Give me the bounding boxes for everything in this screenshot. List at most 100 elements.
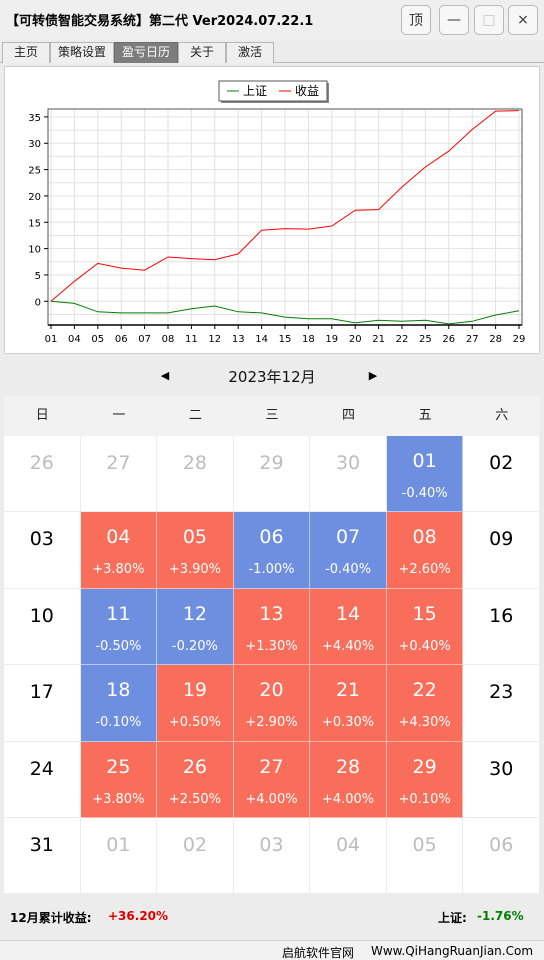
calendar-day-cell[interactable]: 21 +0.30% <box>310 665 387 742</box>
calendar-day-number: 02 <box>489 452 514 474</box>
calendar-day-cell[interactable]: 10 <box>4 588 81 666</box>
calendar-day-cell[interactable]: 17 <box>4 665 81 742</box>
weekday-label: 日 <box>35 408 49 423</box>
calendar-day-number: 03 <box>259 834 284 856</box>
x-tick-label: 01 <box>45 334 58 345</box>
month-navigator: ◀ 2023年12月 ▶ <box>0 358 544 394</box>
calendar-day-cell[interactable]: 31 <box>4 818 81 895</box>
calendar-day-cell[interactable]: 30 <box>463 741 540 818</box>
calendar-day-cell[interactable]: 18 -0.10% <box>80 665 158 742</box>
calendar-day-cell[interactable]: 07 -0.40% <box>310 512 387 589</box>
tab-about[interactable]: 关于 <box>178 42 226 63</box>
calendar-day-cell[interactable]: 11 -0.50% <box>80 588 158 666</box>
pin-top-button[interactable]: 顶 <box>401 5 431 35</box>
calendar-day-cell[interactable]: 26 <box>4 436 81 513</box>
month-return-label: 12月累计收益: <box>10 911 92 925</box>
calendar-day-cell[interactable]: 04 <box>310 818 387 895</box>
prev-month-button[interactable]: ◀ <box>160 369 170 382</box>
x-tick-label: 08 <box>162 334 175 345</box>
calendar-day-number: 06 <box>259 526 284 549</box>
minimize-button[interactable]: — <box>439 5 469 35</box>
close-button[interactable]: × <box>508 5 538 35</box>
calendar-day-return: -0.50% <box>95 638 142 654</box>
calendar-day-number: 19 <box>182 679 208 702</box>
calendar-day-number: 22 <box>412 679 437 702</box>
calendar-day-cell[interactable]: 03 <box>4 512 81 589</box>
maximize-button[interactable]: □ <box>474 5 504 35</box>
legend-label: 收益 <box>295 84 319 98</box>
calendar-day-cell[interactable]: 24 <box>4 741 81 818</box>
calendar-day-cell[interactable]: 01 <box>80 818 158 895</box>
tab-strategy-settings[interactable]: 策略设置 <box>50 42 114 63</box>
calendar-day-number: 21 <box>335 679 361 702</box>
calendar-day-number: 01 <box>412 450 437 472</box>
tab-activate[interactable]: 激活 <box>226 42 274 63</box>
calendar-day-number: 05 <box>182 526 208 549</box>
x-tick-label: 04 <box>68 334 81 345</box>
calendar-day-return: -1.00% <box>248 562 295 578</box>
calendar-day-number: 15 <box>412 602 437 625</box>
calendar-day-return: +0.30% <box>321 715 375 731</box>
calendar-day-cell[interactable]: 29 +0.10% <box>386 741 464 818</box>
calendar-day-cell[interactable]: 16 <box>463 588 540 666</box>
calendar-day-cell[interactable]: 13 +1.30% <box>233 588 311 666</box>
tab-pnl-calendar[interactable]: 盈亏日历 <box>114 42 178 63</box>
calendar-day-cell[interactable]: 30 <box>310 436 387 513</box>
next-month-button[interactable]: ▶ <box>368 369 378 382</box>
calendar-day-return: -0.20% <box>171 638 218 654</box>
index-return-value: -1.76% <box>477 909 524 923</box>
calendar-day-return: +4.40% <box>321 638 375 654</box>
calendar-day-number: 13 <box>259 602 284 625</box>
index-series-line <box>50 300 520 325</box>
calendar-day-cell[interactable]: 29 <box>233 436 311 513</box>
calendar-day-cell[interactable]: 23 <box>463 665 540 742</box>
weekday-label: 三 <box>265 408 279 423</box>
calendar-day-cell[interactable]: 12 -0.20% <box>157 588 234 666</box>
calendar-day-number: 24 <box>29 757 54 780</box>
calendar-day-cell[interactable]: 28 +4.00% <box>310 741 387 818</box>
calendar-day-cell[interactable]: 04 +3.80% <box>80 512 158 589</box>
calendar-day-number: 26 <box>182 755 208 778</box>
calendar-day-cell[interactable]: 05 +3.90% <box>157 512 234 589</box>
site-name: 启航软件官网 <box>282 946 355 960</box>
month-label: 2023年12月 <box>228 368 316 386</box>
calendar-day-number: 09 <box>489 528 514 551</box>
calendar-day-cell[interactable]: 14 +4.40% <box>310 588 387 666</box>
tab-home[interactable]: 主页 <box>2 42 50 63</box>
calendar-day-number: 30 <box>489 757 514 780</box>
calendar-day-number: 28 <box>182 452 208 474</box>
y-tick-label: 35 <box>28 113 41 124</box>
weekday-label: 五 <box>418 408 432 423</box>
calendar-day-cell[interactable]: 06 <box>463 818 540 895</box>
calendar-day-cell[interactable]: 28 <box>157 436 234 513</box>
site-url-link[interactable]: Www.QiHangRuanJian.Com <box>371 944 534 958</box>
calendar-day-cell[interactable]: 06 -1.00% <box>233 512 311 589</box>
x-tick-label: 22 <box>396 334 409 345</box>
x-tick-label: 21 <box>372 334 385 345</box>
calendar-day-number: 23 <box>489 681 514 704</box>
calendar-day-cell[interactable]: 09 <box>463 512 540 589</box>
calendar-day-return: +2.50% <box>168 791 222 807</box>
calendar-day-cell[interactable]: 05 <box>386 818 464 895</box>
calendar-day-return: +1.30% <box>245 638 298 654</box>
calendar-day-cell[interactable]: 27 <box>80 436 158 513</box>
x-tick-label: 29 <box>513 334 526 345</box>
calendar-day-cell[interactable]: 22 +4.30% <box>386 665 464 742</box>
calendar-day-cell[interactable]: 27 +4.00% <box>233 741 311 818</box>
calendar-day-cell[interactable]: 26 +2.50% <box>157 741 234 818</box>
calendar-day-cell[interactable]: 08 +2.60% <box>386 512 464 589</box>
calendar-day-cell[interactable]: 02 <box>157 818 234 895</box>
calendar-day-return: +2.90% <box>245 715 298 731</box>
calendar-day-cell[interactable]: 01 -0.40% <box>386 436 464 513</box>
calendar-day-cell[interactable]: 02 <box>463 436 540 513</box>
calendar-day-cell[interactable]: 15 +0.40% <box>386 588 464 666</box>
calendar-day-cell[interactable]: 20 +2.90% <box>233 665 311 742</box>
calendar-day-cell[interactable]: 03 <box>233 818 311 895</box>
calendar-day-number: 12 <box>182 602 208 625</box>
x-tick-label: 18 <box>302 334 315 345</box>
calendar-day-cell[interactable]: 25 +3.80% <box>80 741 158 818</box>
calendar-day-cell[interactable]: 19 +0.50% <box>157 665 234 742</box>
x-tick-label: 25 <box>419 334 432 345</box>
y-tick-label: 10 <box>28 245 41 256</box>
window-title: 【可转债智能交易系统】第二代 Ver2024.07.22.1 <box>6 14 314 29</box>
